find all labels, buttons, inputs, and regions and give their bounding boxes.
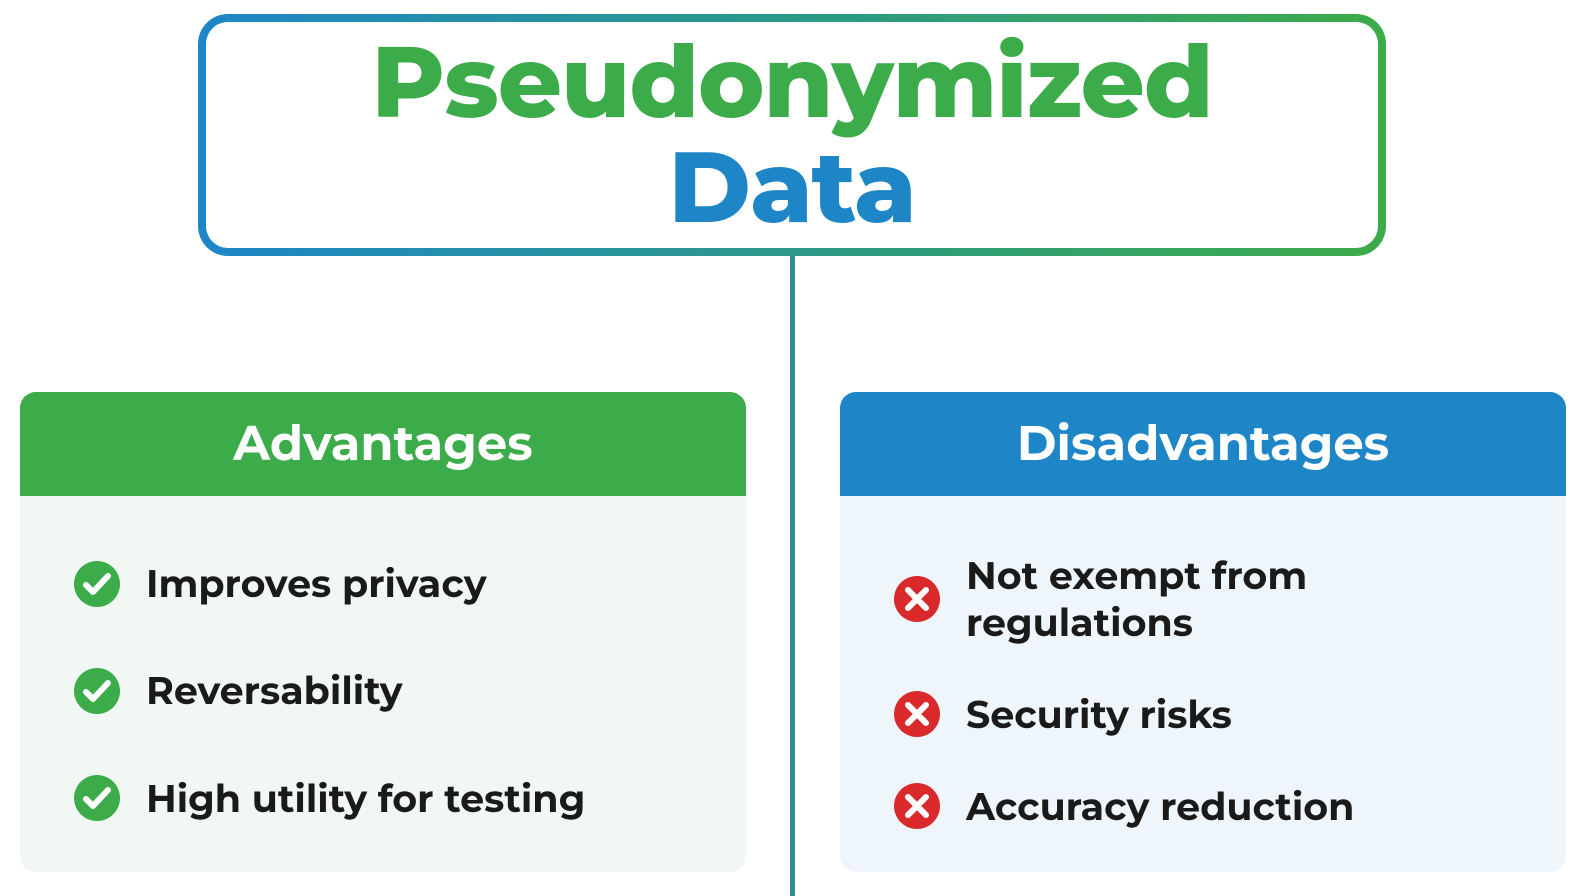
disadvantage-item: Security risks bbox=[894, 691, 1526, 738]
connector-stem bbox=[790, 256, 795, 896]
advantage-item: Reversability bbox=[74, 667, 706, 714]
advantages-body: Improves privacy Reversability High util… bbox=[20, 496, 746, 872]
check-icon bbox=[74, 775, 120, 821]
disadvantage-item: Not exempt from regulations bbox=[894, 552, 1526, 646]
check-icon bbox=[74, 668, 120, 714]
disadvantage-text: Accuracy reduction bbox=[966, 783, 1354, 830]
advantages-panel: Advantages Improves privacy Reversabilit… bbox=[20, 392, 746, 872]
title-inner: Pseudonymized Data bbox=[206, 22, 1378, 248]
advantage-item: Improves privacy bbox=[74, 560, 706, 607]
disadvantages-panel: Disadvantages Not exempt from regulation… bbox=[840, 392, 1566, 872]
cross-icon bbox=[894, 691, 940, 737]
infographic-canvas: Pseudonymized Data Advantages Improves p… bbox=[0, 0, 1590, 896]
check-icon bbox=[74, 561, 120, 607]
advantage-item: High utility for testing bbox=[74, 775, 706, 822]
cross-icon bbox=[894, 576, 940, 622]
title-box: Pseudonymized Data bbox=[198, 14, 1386, 256]
advantage-text: High utility for testing bbox=[146, 775, 585, 822]
advantage-text: Reversability bbox=[146, 667, 403, 714]
title-line2: Data bbox=[668, 135, 915, 240]
advantages-header: Advantages bbox=[20, 392, 746, 496]
title-line1: Pseudonymized bbox=[371, 30, 1212, 135]
advantage-text: Improves privacy bbox=[146, 560, 487, 607]
disadvantage-text: Not exempt from regulations bbox=[966, 552, 1526, 646]
disadvantages-header: Disadvantages bbox=[840, 392, 1566, 496]
cross-icon bbox=[894, 783, 940, 829]
disadvantage-item: Accuracy reduction bbox=[894, 783, 1526, 830]
disadvantages-body: Not exempt from regulations Security ris… bbox=[840, 496, 1566, 872]
disadvantage-text: Security risks bbox=[966, 691, 1232, 738]
